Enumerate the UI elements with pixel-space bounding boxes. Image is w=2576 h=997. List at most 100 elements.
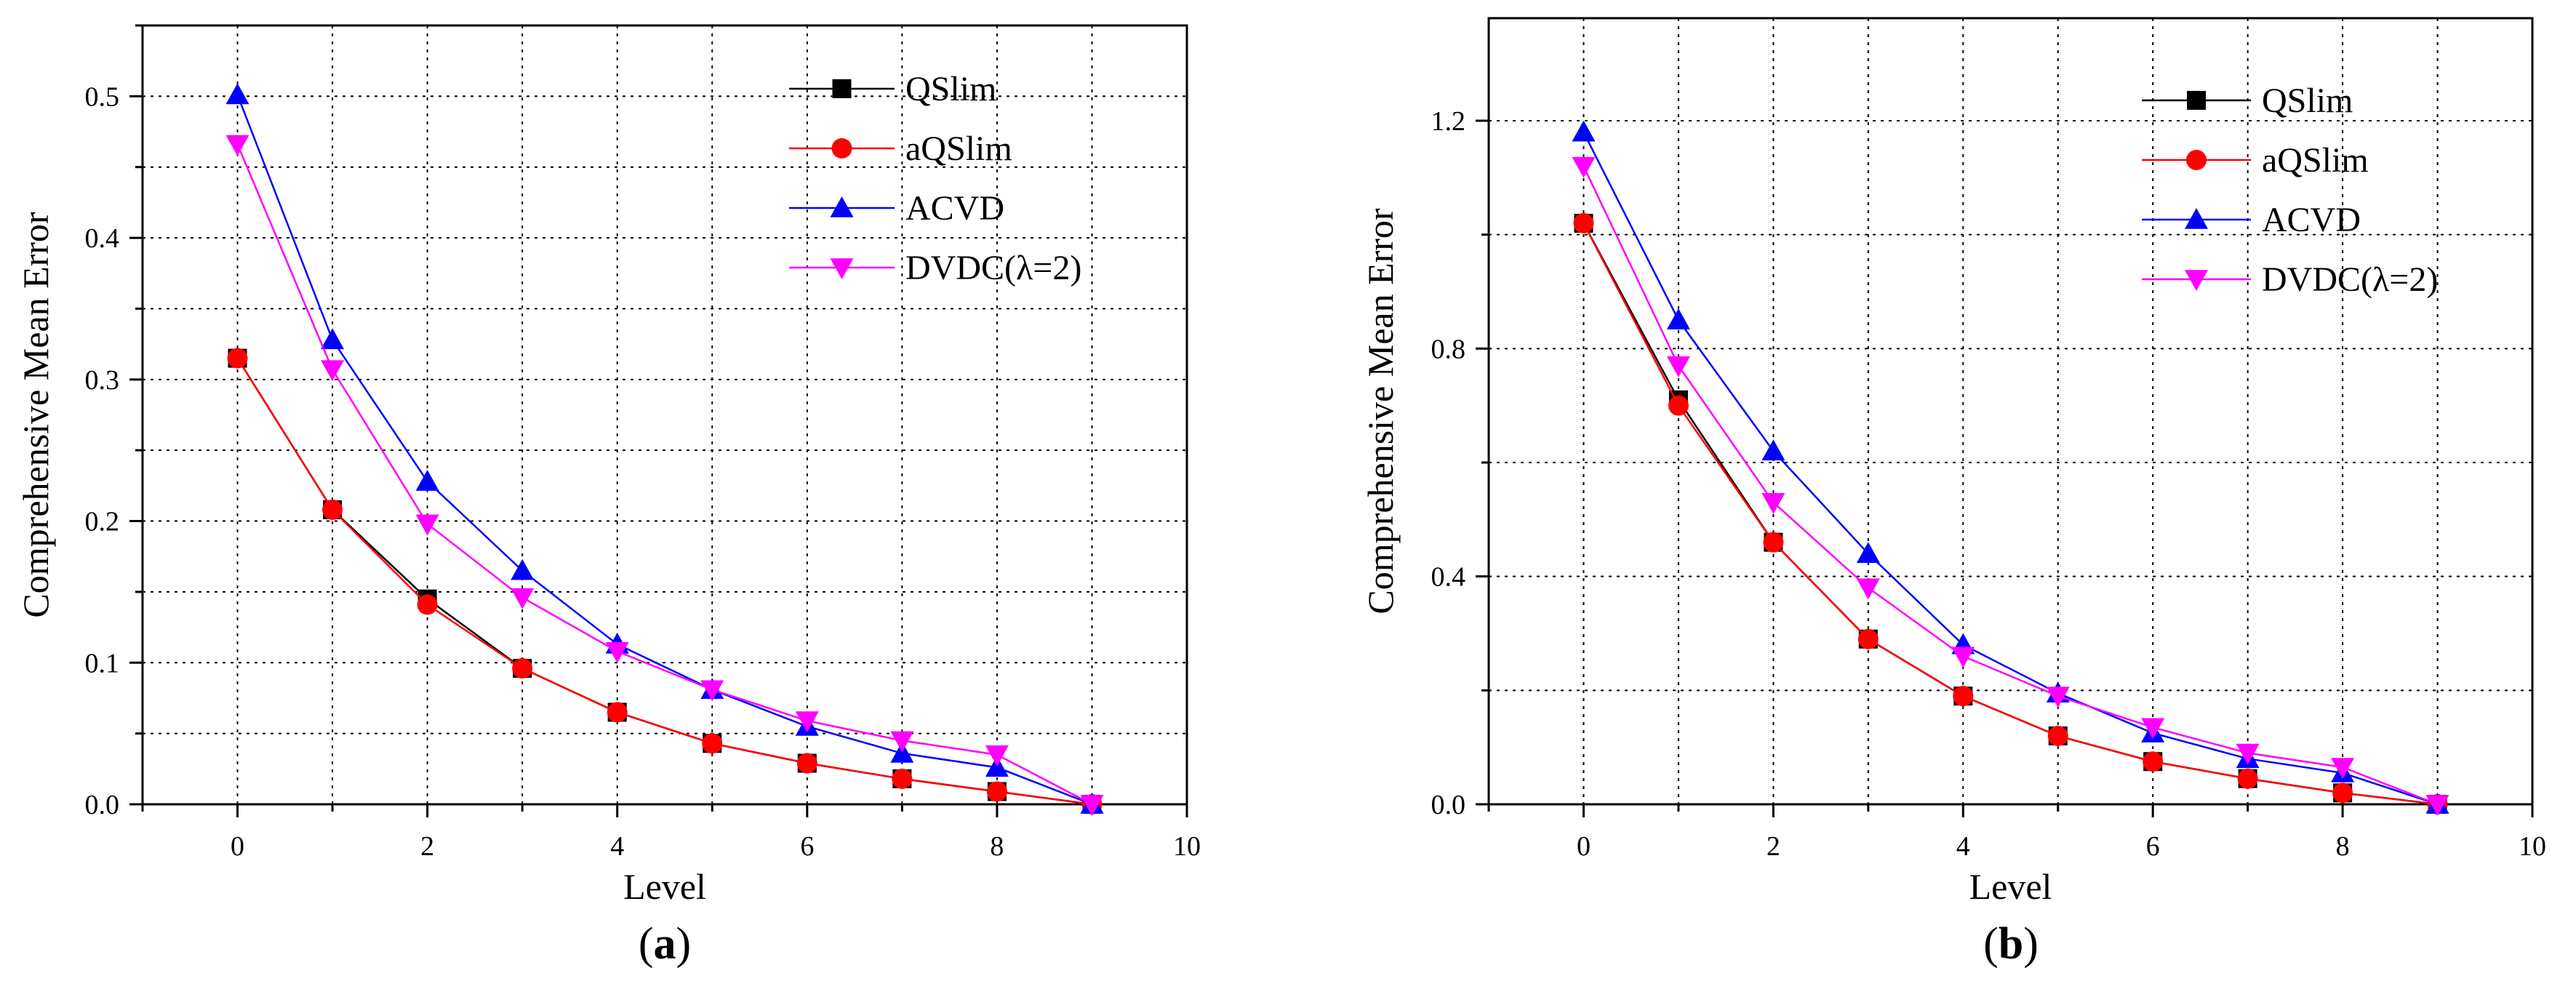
series-dvdc-2- [225,135,1104,816]
series-qslim [1574,214,2447,814]
x-axis-label: Level [623,866,706,907]
legend-marker [832,79,852,98]
data-point [985,745,1009,766]
x-tick-label: 10 [2519,831,2546,862]
data-point [227,348,248,369]
data-point [415,514,439,536]
legend-marker [2187,91,2206,110]
panel-caption: (b) [1983,919,2039,969]
data-point [512,658,533,679]
grid-lines [143,25,1187,804]
data-point [2143,751,2164,772]
caption-letter: b [1999,919,2023,969]
legend-marker [830,258,854,279]
data-point [1856,578,1880,600]
data-point [605,641,629,663]
x-axis: 0 2 4 6 8 10 [1487,804,2546,862]
series-line [236,357,1092,806]
x-tick-label: 6 [2146,831,2160,862]
y-tick-label: 0.2 [85,507,120,537]
x-axis-label: Level [1969,866,2052,907]
x-tick-label: 6 [800,831,814,862]
data-point [1951,646,1975,668]
legend-label: QSlim [905,70,996,108]
data-point [1953,686,1974,707]
data-point [796,753,817,774]
data-point [2047,726,2068,746]
y-axis: 0.0 0.1 0.2 0.3 0.4 0.5 [85,24,143,820]
y-tick-label: 0.0 [1431,790,1466,820]
data-point [1856,542,1880,564]
legend-marker [830,196,854,217]
series-line [236,94,1092,806]
data-point [1763,532,1784,553]
data-point [1572,156,1596,178]
data-point [321,328,345,350]
legend-label: aQSlim [2262,141,2369,180]
y-axis-label: Comprehensive Mean Error [1360,208,1401,614]
caption-close-paren: ) [676,919,692,969]
grid-lines [1489,18,2532,804]
data-point [1761,439,1785,461]
y-tick-label: 0.0 [85,790,120,820]
legend-label: ACVD [2262,201,2361,239]
x-tick-label: 10 [1173,831,1201,862]
legend-label: aQSlim [905,129,1012,168]
x-tick-label: 0 [231,831,244,862]
data-point [986,781,1007,802]
data-point [2046,686,2070,708]
series-line [1583,166,2438,806]
data-point [2236,743,2260,765]
legend-item: aQSlim [2142,141,2369,180]
data-point [322,499,343,520]
chart-panel-a: 0 2 4 6 8 10 0.0 0.1 0.2 0.3 0.4 0.5 Level Comprehens… [15,24,1201,969]
caption-open-paren: ( [639,919,654,969]
caption-letter: a [654,919,676,969]
x-axis: 0 2 4 6 8 10 [141,804,1201,862]
x-tick-label: 0 [1577,831,1591,862]
data-point [1573,213,1594,233]
x-tick-label: 8 [2336,831,2350,862]
series-line [236,144,1093,806]
y-tick-label: 1.2 [1431,106,1466,137]
legend-marker [2185,208,2208,229]
series-aqslim [1573,213,2448,814]
y-tick-label: 0.4 [85,223,120,254]
series-line [1583,223,2438,806]
data-point [1572,120,1596,142]
legend-item: DVDC(λ=2) [789,249,1081,287]
x-tick-label: 4 [610,831,624,862]
legend: QSlim aQSlim ACVD DVDC(λ=2) [2142,81,2438,299]
legend: QSlim aQSlim ACVD DVDC(λ=2) [789,70,1081,287]
data-point [892,768,913,789]
legend-marker [2186,150,2207,170]
y-tick-label: 0.1 [85,648,120,678]
caption-close-paren: ) [2023,919,2039,969]
data-point [1857,628,1879,649]
plot-frame [141,24,1188,806]
legend-label: DVDC(λ=2) [2262,260,2438,299]
series-line [1583,223,2438,806]
legend-item: ACVD [789,189,1004,228]
data-point [511,588,535,609]
x-tick-label: 2 [420,831,434,862]
legend-label: ACVD [905,189,1004,228]
y-axis-label: Comprehensive Mean Error [15,212,56,618]
x-tick-label: 8 [990,831,1004,862]
series-qslim [228,348,1102,814]
y-tick-label: 0.8 [1431,334,1466,364]
legend-marker [2185,270,2208,291]
data-point [1666,308,1690,329]
legend-label: QSlim [2262,81,2353,120]
panel-caption: (a) [639,919,691,969]
series-group [225,83,1104,816]
y-tick-label: 0.3 [85,365,120,396]
data-point [2237,768,2258,789]
chart-panel-b: 0 2 4 6 8 10 0.0 0.4 0.8 1.2 Level Comprehensive Me… [1360,17,2546,969]
data-point [1761,493,1785,514]
data-point [890,731,914,753]
data-point [511,558,535,580]
data-point [700,680,724,702]
series-group [1572,120,2449,816]
legend-item: QSlim [2142,81,2353,120]
